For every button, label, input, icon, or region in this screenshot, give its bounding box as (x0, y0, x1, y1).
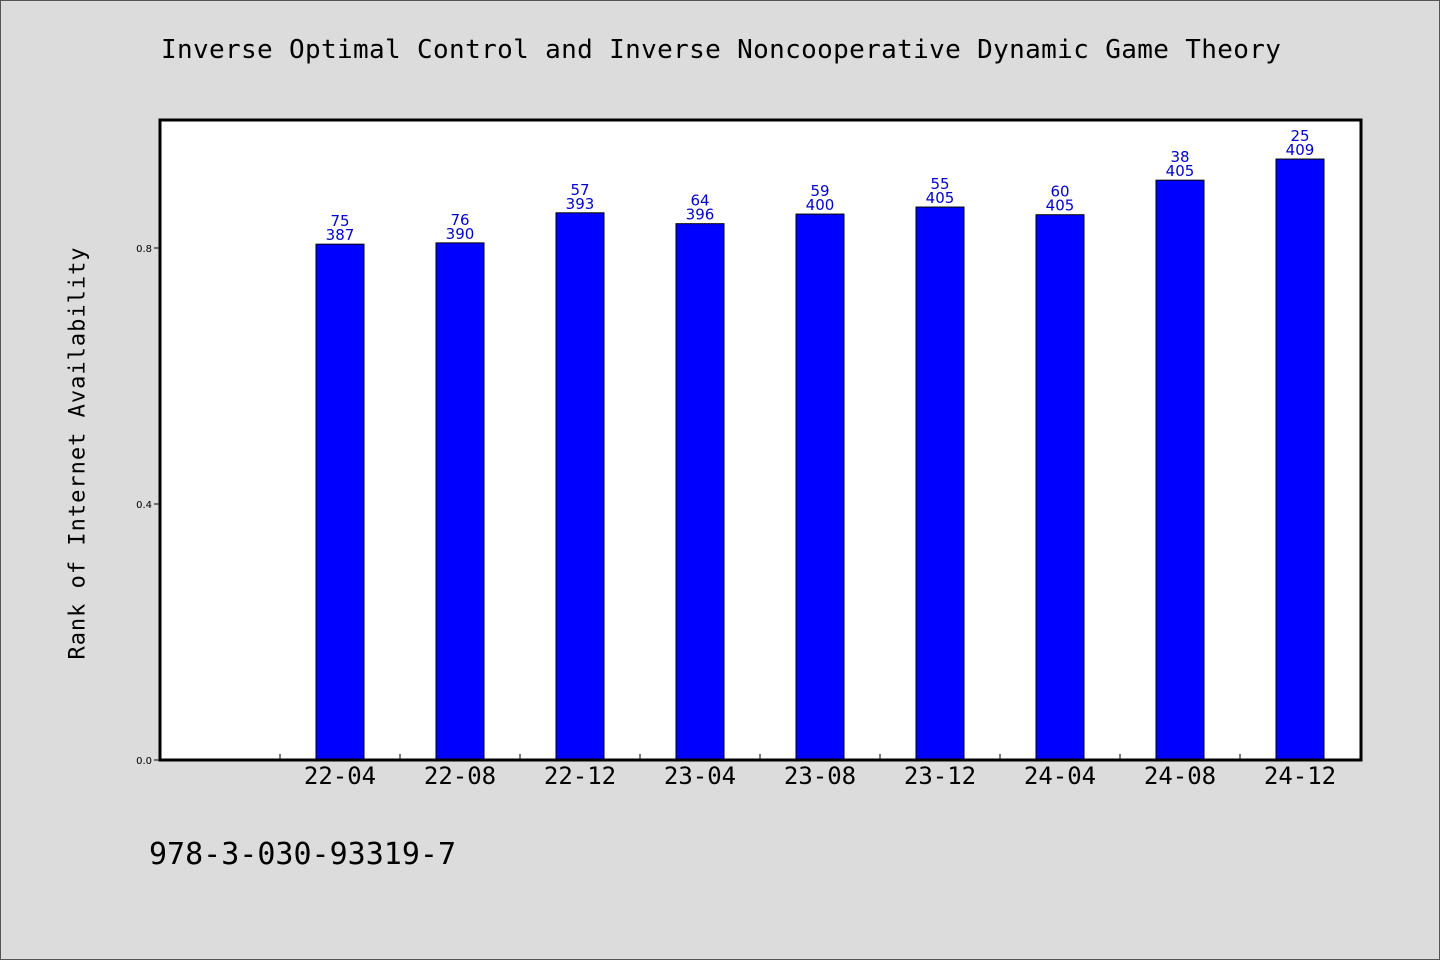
bar-label-top: 75 (330, 212, 349, 230)
bar-label-bottom: 400 (806, 196, 835, 214)
bar-label-bottom: 409 (1286, 141, 1315, 159)
footer-code: 978-3-030-93319-7 (149, 837, 457, 872)
bar-label-top: 64 (690, 192, 709, 210)
x-tick-label: 24-12 (1264, 762, 1336, 790)
bar-label-top: 59 (810, 182, 829, 200)
x-tick-label: 24-08 (1144, 762, 1216, 790)
bar-label-bottom: 405 (1166, 162, 1195, 180)
bar-label-top: 55 (930, 175, 949, 193)
bar-label-bottom: 396 (686, 206, 715, 224)
bar-24-04 (1035, 214, 1085, 761)
bar-23-04 (675, 223, 725, 761)
bar-23-12 (915, 206, 965, 761)
bar-22-08 (435, 242, 485, 761)
bar-24-08 (1155, 179, 1205, 761)
x-tick-label: 23-04 (664, 762, 736, 790)
y-tick-label: 0.4 (136, 500, 152, 511)
y-tick-label: 0.0 (136, 756, 152, 767)
chart-title: Inverse Optimal Control and Inverse Nonc… (161, 35, 1282, 65)
x-tick-label: 22-12 (544, 762, 616, 790)
x-tick-label: 24-04 (1024, 762, 1096, 790)
bar-label-bottom: 393 (566, 195, 595, 213)
bar-label-top: 76 (450, 211, 469, 229)
x-tick-label: 22-08 (424, 762, 496, 790)
bar-label-bottom: 405 (1046, 197, 1075, 215)
bar-label-top: 38 (1170, 148, 1189, 166)
bar-label-bottom: 387 (326, 226, 355, 244)
x-tick-label: 22-04 (304, 762, 376, 790)
bar-22-04 (315, 243, 365, 761)
bar-label-top: 25 (1290, 127, 1309, 145)
x-tick-label: 23-12 (904, 762, 976, 790)
bar-label-bottom: 405 (926, 189, 955, 207)
y-tick-label: 0.8 (136, 244, 152, 255)
plot-border (158, 118, 1363, 762)
bar-23-08 (795, 213, 845, 761)
x-tick-label: 23-08 (784, 762, 856, 790)
bar-label-top: 60 (1050, 183, 1069, 201)
bar-label-bottom: 390 (446, 225, 475, 243)
bar-22-12 (555, 212, 605, 761)
bar-24-12 (1275, 158, 1325, 761)
y-axis: 0.0 0.4 0.8 (136, 244, 160, 767)
x-axis: 22-04 22-08 22-12 23-04 23-08 23-12 24-04 24-08… (279, 754, 1336, 790)
bar-label-top: 57 (570, 181, 589, 199)
